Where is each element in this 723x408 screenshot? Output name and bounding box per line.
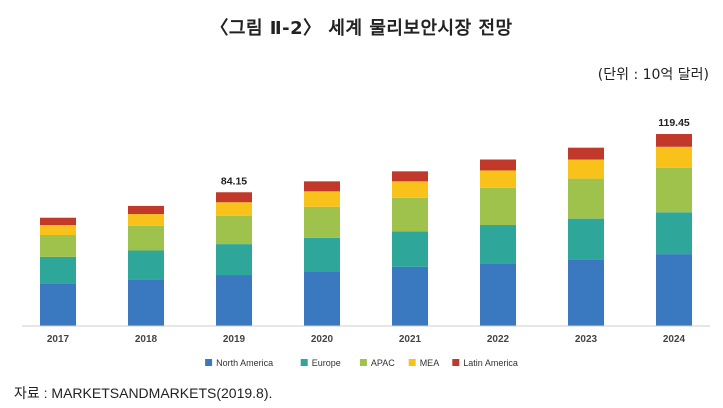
bar-segment-latin-america-2021: [392, 171, 428, 182]
bar-segment-north-america-2018: [128, 279, 164, 326]
bar-segment-mea-2018: [128, 214, 164, 226]
bar-segment-latin-america-2017: [40, 217, 76, 226]
x-tick-label: 2018: [135, 334, 158, 345]
bar-segment-europe-2024: [656, 212, 692, 255]
bar-segment-mea-2019: [216, 202, 252, 216]
bar-segment-latin-america-2022: [480, 159, 516, 171]
page-title: 〈그림 Ⅱ-2〉 세계 물리보안시장 전망: [210, 18, 513, 39]
x-tick-label: 2020: [311, 334, 334, 345]
legend-label-mea: MEA: [420, 358, 440, 368]
bar-segment-europe-2021: [392, 231, 428, 267]
bar-segment-apac-2017: [40, 235, 76, 257]
bar-segment-mea-2023: [568, 159, 604, 179]
data-labels: 84.15 119.45: [221, 117, 690, 187]
bar-segment-apac-2023: [568, 178, 604, 219]
x-tick-label: 2022: [487, 334, 510, 345]
bar-segment-europe-2019: [216, 244, 252, 276]
bar-segment-latin-america-2024: [656, 134, 692, 147]
legend: North America Europe APAC MEA Latin America: [205, 358, 518, 368]
x-tick-label: 2019: [223, 334, 246, 345]
bar-segment-north-america-2022: [480, 263, 516, 326]
legend-swatch-apac: [359, 359, 367, 366]
bar-segment-apac-2024: [656, 167, 692, 213]
bar-segment-north-america-2020: [304, 271, 340, 326]
bar-segment-apac-2020: [304, 206, 340, 238]
bar-segment-latin-america-2023: [568, 147, 604, 160]
bar-segment-europe-2022: [480, 225, 516, 264]
bar-segment-apac-2019: [216, 215, 252, 245]
bar-segment-north-america-2017: [40, 283, 76, 326]
bar-segment-europe-2020: [304, 237, 340, 272]
bar-segment-europe-2023: [568, 218, 604, 260]
x-tick-label: 2017: [47, 334, 70, 345]
bar-segment-apac-2022: [480, 187, 516, 226]
x-tick-label: 2021: [399, 334, 422, 345]
source-note: 자료 : MARKETSANDMARKETS(2019.8).: [14, 385, 273, 401]
x-tick-label: 2023: [575, 334, 598, 345]
bar-segment-mea-2017: [40, 225, 76, 236]
bar-segment-mea-2020: [304, 191, 340, 207]
unit-label: (단위 : 10억 달러): [597, 67, 709, 83]
legend-label-latin-america: Latin America: [463, 358, 518, 368]
bar-segment-north-america-2024: [656, 254, 692, 326]
legend-label-europe: Europe: [312, 358, 341, 368]
legend-label-apac: APAC: [371, 358, 395, 368]
bar-segment-north-america-2019: [216, 275, 252, 326]
x-tick-label: 2024: [663, 334, 686, 345]
bar-segment-mea-2022: [480, 170, 516, 188]
legend-swatch-latin-america: [452, 359, 460, 366]
legend-swatch-europe: [300, 359, 308, 366]
legend-label-north-america: North America: [216, 358, 273, 368]
bar-segment-mea-2024: [656, 146, 692, 168]
data-label-2024: 119.45: [658, 117, 690, 129]
legend-swatch-north-america: [205, 359, 213, 366]
data-label-2019: 84.15: [221, 175, 247, 187]
bar-segment-mea-2021: [392, 181, 428, 198]
bar-segment-latin-america-2020: [304, 181, 340, 192]
bar-segment-north-america-2021: [392, 266, 428, 326]
bar-segment-north-america-2023: [568, 259, 604, 326]
bar-segment-apac-2021: [392, 197, 428, 232]
bar-segment-apac-2018: [128, 225, 164, 251]
x-tick-labels: 2017 2018 2019 2020 2021 2022 2023 2024: [47, 334, 686, 345]
bar-segment-europe-2018: [128, 250, 164, 280]
bars-group: [40, 134, 692, 326]
bar-segment-europe-2017: [40, 256, 76, 284]
bar-segment-latin-america-2019: [216, 192, 252, 203]
bar-segment-latin-america-2018: [128, 205, 164, 215]
legend-swatch-mea: [408, 359, 416, 366]
